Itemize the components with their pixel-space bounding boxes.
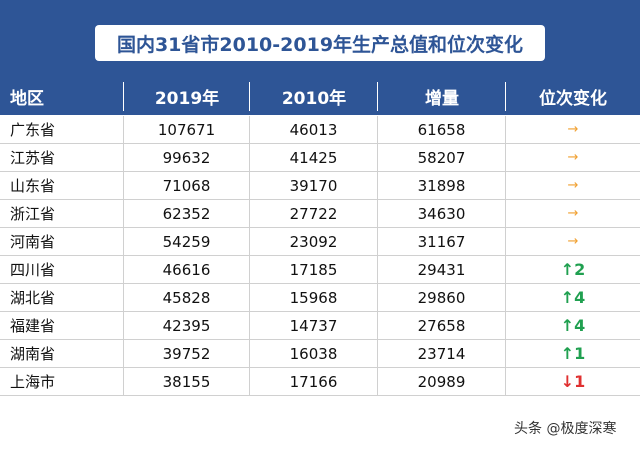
table-row: 河南省 54259 23092 31167 →: [0, 228, 640, 256]
rank-change-cell: →: [506, 172, 640, 199]
value-2019-cell: 54259: [124, 228, 250, 255]
table-title: 国内31省市2010-2019年生产总值和位次变化: [95, 25, 545, 61]
region-cell: 湖南省: [0, 340, 124, 367]
region-cell: 江苏省: [0, 144, 124, 171]
increase-cell: 20989: [378, 368, 506, 395]
rank-change-cell: ↑4: [506, 284, 640, 311]
rank-change-cell: →: [506, 200, 640, 227]
value-2019-cell: 39752: [124, 340, 250, 367]
data-table-body: 广东省 107671 46013 61658 → 江苏省 99632 41425 58207 → 山…: [0, 116, 640, 396]
increase-cell: 31898: [378, 172, 506, 199]
column-divider: [123, 82, 124, 111]
increase-cell: 34630: [378, 200, 506, 227]
value-2019-cell: 38155: [124, 368, 250, 395]
column-header-row: 地区 2019年 2010年 增量 位次变化: [0, 78, 640, 115]
rank-change-cell: →: [506, 116, 640, 143]
value-2010-cell: 41425: [250, 144, 378, 171]
rank-change-cell: →: [506, 228, 640, 255]
increase-cell: 61658: [378, 116, 506, 143]
right-arrow-icon: →: [567, 150, 579, 165]
column-header-label: 2019年: [154, 89, 220, 109]
table-row: 福建省 42395 14737 27658 ↑4: [0, 312, 640, 340]
table-row: 浙江省 62352 27722 34630 →: [0, 200, 640, 228]
table-row: 上海市 38155 17166 20989 ↓1: [0, 368, 640, 396]
increase-cell: 27658: [378, 312, 506, 339]
rank-change-cell: ↑2: [506, 256, 640, 283]
value-2019-cell: 107671: [124, 116, 250, 143]
value-2010-cell: 14737: [250, 312, 378, 339]
increase-cell: 31167: [378, 228, 506, 255]
value-2019-cell: 46616: [124, 256, 250, 283]
increase-cell: 29431: [378, 256, 506, 283]
table-row: 湖南省 39752 16038 23714 ↑1: [0, 340, 640, 368]
region-cell: 福建省: [0, 312, 124, 339]
column-divider: [249, 82, 250, 111]
right-arrow-icon: →: [567, 122, 579, 137]
value-2010-cell: 46013: [250, 116, 378, 143]
value-2010-cell: 16038: [250, 340, 378, 367]
increase-cell: 29860: [378, 284, 506, 311]
column-header-2019: 2019年: [124, 78, 250, 115]
region-cell: 河南省: [0, 228, 124, 255]
region-cell: 上海市: [0, 368, 124, 395]
rank-change-cell: ↑1: [506, 340, 640, 367]
up-arrow-icon: ↑4: [560, 316, 586, 335]
column-header-label: 地区: [10, 89, 44, 109]
column-header-2010: 2010年: [250, 78, 378, 115]
value-2010-cell: 39170: [250, 172, 378, 199]
value-2010-cell: 17185: [250, 256, 378, 283]
column-header-increase: 增量: [378, 78, 506, 115]
table-row: 湖北省 45828 15968 29860 ↑4: [0, 284, 640, 312]
column-divider: [505, 82, 506, 111]
rank-change-cell: ↑4: [506, 312, 640, 339]
region-cell: 浙江省: [0, 200, 124, 227]
region-cell: 山东省: [0, 172, 124, 199]
column-header-rank-change: 位次变化: [506, 78, 640, 115]
table-row: 江苏省 99632 41425 58207 →: [0, 144, 640, 172]
column-header-label: 增量: [425, 89, 459, 109]
right-arrow-icon: →: [567, 234, 579, 249]
value-2010-cell: 17166: [250, 368, 378, 395]
column-header-label: 位次变化: [539, 89, 607, 109]
value-2019-cell: 99632: [124, 144, 250, 171]
column-header-region: 地区: [0, 78, 124, 115]
up-arrow-icon: ↑1: [560, 344, 586, 363]
table-row: 广东省 107671 46013 61658 →: [0, 116, 640, 144]
region-cell: 四川省: [0, 256, 124, 283]
increase-cell: 23714: [378, 340, 506, 367]
value-2019-cell: 45828: [124, 284, 250, 311]
up-arrow-icon: ↑2: [560, 260, 586, 279]
right-arrow-icon: →: [567, 178, 579, 193]
column-header-label: 2010年: [281, 89, 347, 109]
right-arrow-icon: →: [567, 206, 579, 221]
region-cell: 广东省: [0, 116, 124, 143]
up-arrow-icon: ↑4: [560, 288, 586, 307]
down-arrow-icon: ↓1: [560, 372, 586, 391]
table-header-band: 国内31省市2010-2019年生产总值和位次变化 地区 2019年 2010年…: [0, 0, 640, 115]
watermark: 头条 @极度深寒: [512, 418, 619, 438]
value-2010-cell: 23092: [250, 228, 378, 255]
rank-change-cell: ↓1: [506, 368, 640, 395]
value-2019-cell: 42395: [124, 312, 250, 339]
increase-cell: 58207: [378, 144, 506, 171]
rank-change-cell: →: [506, 144, 640, 171]
region-cell: 湖北省: [0, 284, 124, 311]
value-2010-cell: 27722: [250, 200, 378, 227]
table-row: 四川省 46616 17185 29431 ↑2: [0, 256, 640, 284]
value-2010-cell: 15968: [250, 284, 378, 311]
value-2019-cell: 62352: [124, 200, 250, 227]
column-divider: [377, 82, 378, 111]
value-2019-cell: 71068: [124, 172, 250, 199]
table-row: 山东省 71068 39170 31898 →: [0, 172, 640, 200]
